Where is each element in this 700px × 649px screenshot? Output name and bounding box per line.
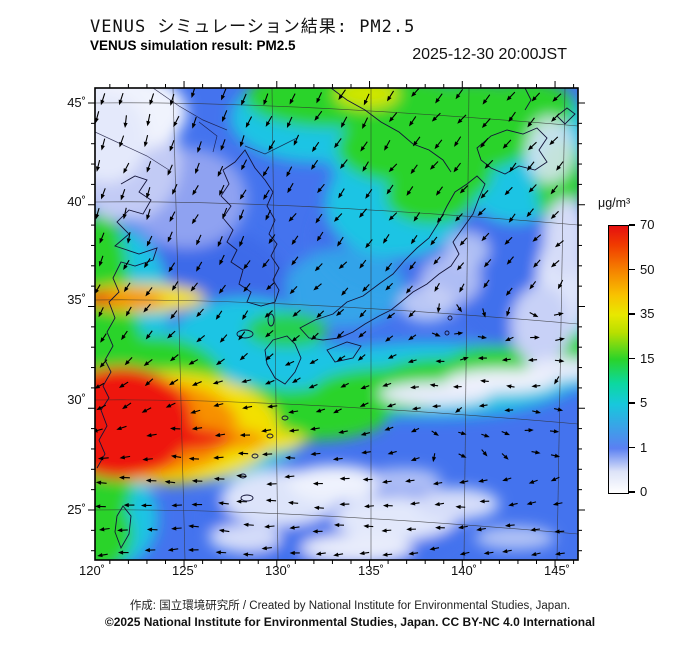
wind-arrows xyxy=(95,88,565,558)
page-subtitle: VENUS simulation result: PM2.5 xyxy=(90,38,296,53)
lat-tick-label: 25˚ xyxy=(67,502,86,517)
colorbar-tick xyxy=(629,224,635,226)
lat-tick-label: 40˚ xyxy=(67,194,86,209)
colorbar-tick xyxy=(629,357,635,360)
coastlines xyxy=(96,88,576,550)
lon-tick-label: 130˚ xyxy=(264,563,292,578)
colorbar-tick xyxy=(629,313,635,315)
lon-tick-label: 145˚ xyxy=(543,563,571,578)
lat-tick-label: 35˚ xyxy=(67,292,86,307)
lon-tick-label: 125˚ xyxy=(171,563,199,578)
colorbar-tick-label: 15 xyxy=(640,350,655,366)
longitude-axis-labels: 120˚ 125˚ 130˚ 135˚ 140˚ 145˚ xyxy=(0,563,700,583)
lon-tick-label: 140˚ xyxy=(450,563,478,578)
map-content xyxy=(95,88,578,560)
colorbar-tick xyxy=(629,268,635,271)
country-borders xyxy=(95,88,298,171)
copyright-line: ©2025 National Institute for Environment… xyxy=(104,615,596,629)
colorbar-tick-label: 5 xyxy=(640,395,648,410)
colorbar: μg/m³ 70 50 35 15 5 1 0 xyxy=(596,196,691,508)
map-frame xyxy=(88,81,585,567)
colorbar-tick xyxy=(629,402,635,404)
colorbar-gradient xyxy=(608,225,629,494)
pm25-concentration-map xyxy=(88,81,585,567)
colorbar-tick xyxy=(629,491,635,493)
colorbar-tick-label: 35 xyxy=(640,306,655,321)
credit-line: 作成: 国立環境研究所 / Created by National Instit… xyxy=(129,600,571,612)
colorbar-tick-label: 50 xyxy=(640,261,655,277)
colorbar-tick-label: 70 xyxy=(640,217,655,232)
lat-tick-label: 30˚ xyxy=(67,392,86,407)
lon-tick-label: 135˚ xyxy=(357,563,385,578)
timestamp: 2025-12-30 20:00JST xyxy=(412,46,567,63)
graticule xyxy=(95,88,578,560)
page-title: VENUS シミュレーション結果: PM2.5 xyxy=(90,17,416,37)
lat-tick-label: 45˚ xyxy=(67,95,86,110)
lon-tick-label: 120˚ xyxy=(78,563,106,578)
colorbar-unit-label: μg/m³ xyxy=(598,196,631,210)
colorbar-tick-label: 0 xyxy=(640,484,648,499)
colorbar-tick xyxy=(629,446,635,449)
pm25-field-blobs xyxy=(95,88,578,560)
colorbar-tick-label: 1 xyxy=(640,439,648,455)
latitude-axis-labels: 45˚ 40˚ 35˚ 30˚ 25˚ xyxy=(0,0,90,649)
map-canvas xyxy=(88,81,585,567)
